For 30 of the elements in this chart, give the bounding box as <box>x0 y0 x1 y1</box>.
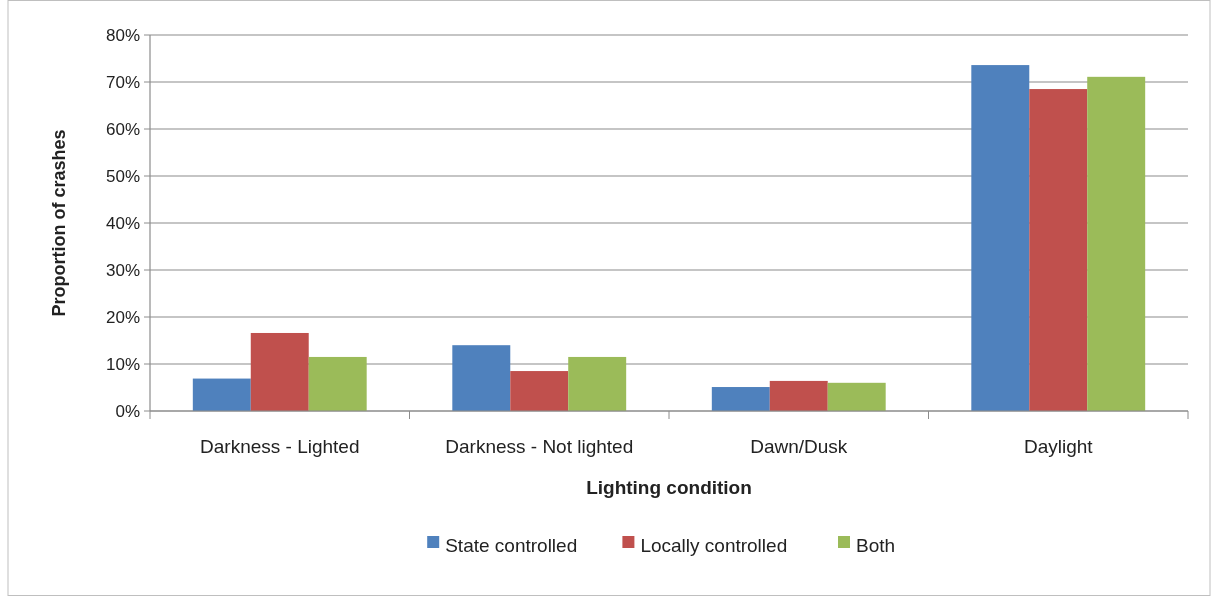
bar <box>827 382 886 411</box>
bar <box>1029 89 1088 411</box>
legend-label: State controlled <box>445 534 578 556</box>
x-tick-label: Darkness - Lighted <box>200 436 360 457</box>
bar <box>308 356 367 411</box>
y-tick-label: 60% <box>105 119 140 139</box>
bar <box>192 378 251 411</box>
bar <box>971 65 1030 411</box>
legend-label: Locally controlled <box>640 534 788 556</box>
y-tick-label: 40% <box>105 213 140 233</box>
bar <box>510 371 569 411</box>
bar <box>568 356 627 411</box>
y-axis-title: Proportion of crashes <box>49 129 69 317</box>
bar <box>452 345 511 411</box>
y-tick-label: 50% <box>105 166 140 186</box>
x-axis-title: Lighting condition <box>586 477 752 498</box>
y-tick-label: 0% <box>115 401 140 421</box>
x-tick-label: Daylight <box>1023 436 1094 457</box>
legend-label: Both <box>856 534 896 556</box>
bar <box>1087 76 1146 411</box>
x-tick-label: Darkness - Not lighted <box>445 436 634 457</box>
y-tick-label: 70% <box>105 72 140 92</box>
y-tick-label: 20% <box>105 307 140 327</box>
y-tick-label: 30% <box>105 260 140 280</box>
y-tick-label: 10% <box>105 354 140 374</box>
y-tick-label: 80% <box>105 25 140 45</box>
bar <box>769 380 828 411</box>
x-tick-label: Dawn/Dusk <box>750 436 848 457</box>
bar <box>250 332 309 411</box>
bar <box>711 387 770 411</box>
